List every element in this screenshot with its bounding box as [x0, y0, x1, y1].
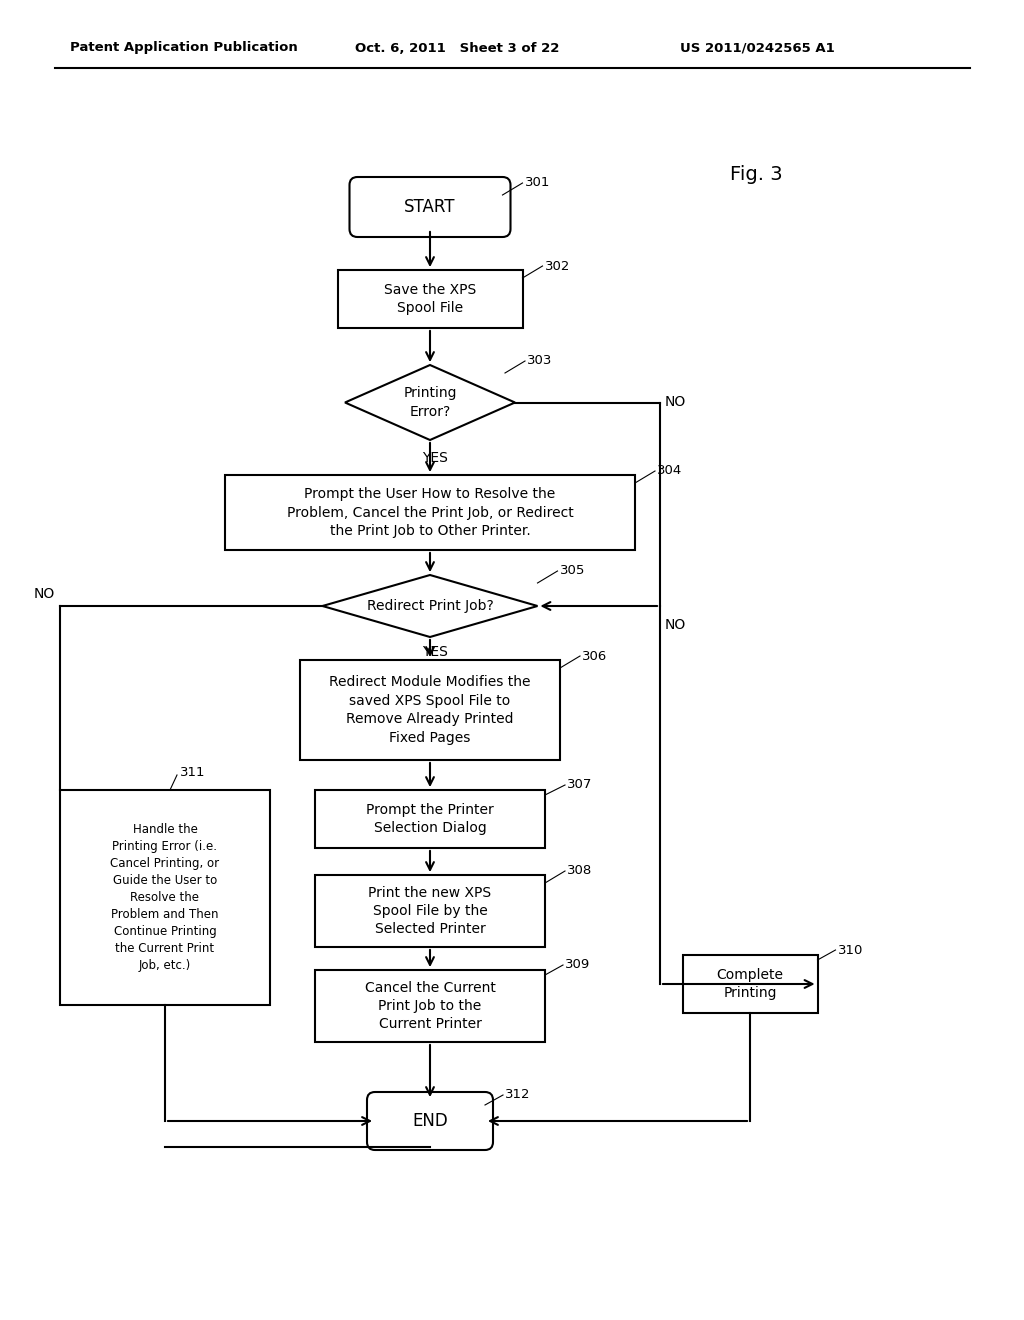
- Text: Save the XPS
Spool File: Save the XPS Spool File: [384, 282, 476, 315]
- Text: 303: 303: [527, 355, 552, 367]
- Text: NO: NO: [665, 395, 686, 408]
- Text: 309: 309: [565, 958, 590, 972]
- Polygon shape: [345, 366, 515, 440]
- Bar: [315, 789, 545, 847]
- Text: START: START: [404, 198, 456, 216]
- Text: Print the new XPS
Spool File by the
Selected Printer: Print the new XPS Spool File by the Sele…: [369, 886, 492, 936]
- Bar: [300, 660, 560, 760]
- Text: 307: 307: [567, 779, 592, 792]
- Polygon shape: [323, 576, 538, 638]
- Text: 305: 305: [559, 565, 585, 578]
- Text: Patent Application Publication: Patent Application Publication: [70, 41, 298, 54]
- Text: 306: 306: [582, 649, 607, 663]
- Text: Redirect Print Job?: Redirect Print Job?: [367, 599, 494, 612]
- Text: 311: 311: [180, 766, 206, 779]
- Bar: [315, 875, 545, 946]
- Bar: [683, 954, 817, 1012]
- Text: Complete
Printing: Complete Printing: [717, 968, 783, 1001]
- FancyBboxPatch shape: [349, 177, 511, 238]
- Bar: [225, 475, 635, 550]
- Text: 302: 302: [545, 260, 570, 272]
- Text: 312: 312: [505, 1089, 530, 1101]
- Text: Fig. 3: Fig. 3: [730, 165, 782, 185]
- Text: Handle the
Printing Error (i.e.
Cancel Printing, or
Guide the User to
Resolve th: Handle the Printing Error (i.e. Cancel P…: [111, 822, 219, 972]
- Text: YES: YES: [422, 645, 447, 659]
- Text: Redirect Module Modifies the
saved XPS Spool File to
Remove Already Printed
Fixe: Redirect Module Modifies the saved XPS S…: [330, 676, 530, 744]
- Text: Oct. 6, 2011   Sheet 3 of 22: Oct. 6, 2011 Sheet 3 of 22: [355, 41, 559, 54]
- Text: NO: NO: [34, 587, 55, 601]
- Text: 310: 310: [838, 944, 863, 957]
- Text: NO: NO: [665, 618, 686, 632]
- Text: Prompt the User How to Resolve the
Problem, Cancel the Print Job, or Redirect
th: Prompt the User How to Resolve the Probl…: [287, 487, 573, 539]
- Text: Prompt the Printer
Selection Dialog: Prompt the Printer Selection Dialog: [367, 803, 494, 836]
- Bar: [338, 271, 522, 327]
- Text: 304: 304: [657, 465, 682, 478]
- Bar: [60, 789, 270, 1005]
- Text: Printing
Error?: Printing Error?: [403, 387, 457, 418]
- Text: 308: 308: [567, 865, 592, 878]
- FancyBboxPatch shape: [367, 1092, 493, 1150]
- Text: END: END: [412, 1111, 447, 1130]
- Text: Cancel the Current
Print Job to the
Current Printer: Cancel the Current Print Job to the Curr…: [365, 981, 496, 1031]
- Text: US 2011/0242565 A1: US 2011/0242565 A1: [680, 41, 835, 54]
- Text: YES: YES: [422, 451, 447, 465]
- Text: 301: 301: [524, 177, 550, 190]
- Bar: [315, 970, 545, 1041]
